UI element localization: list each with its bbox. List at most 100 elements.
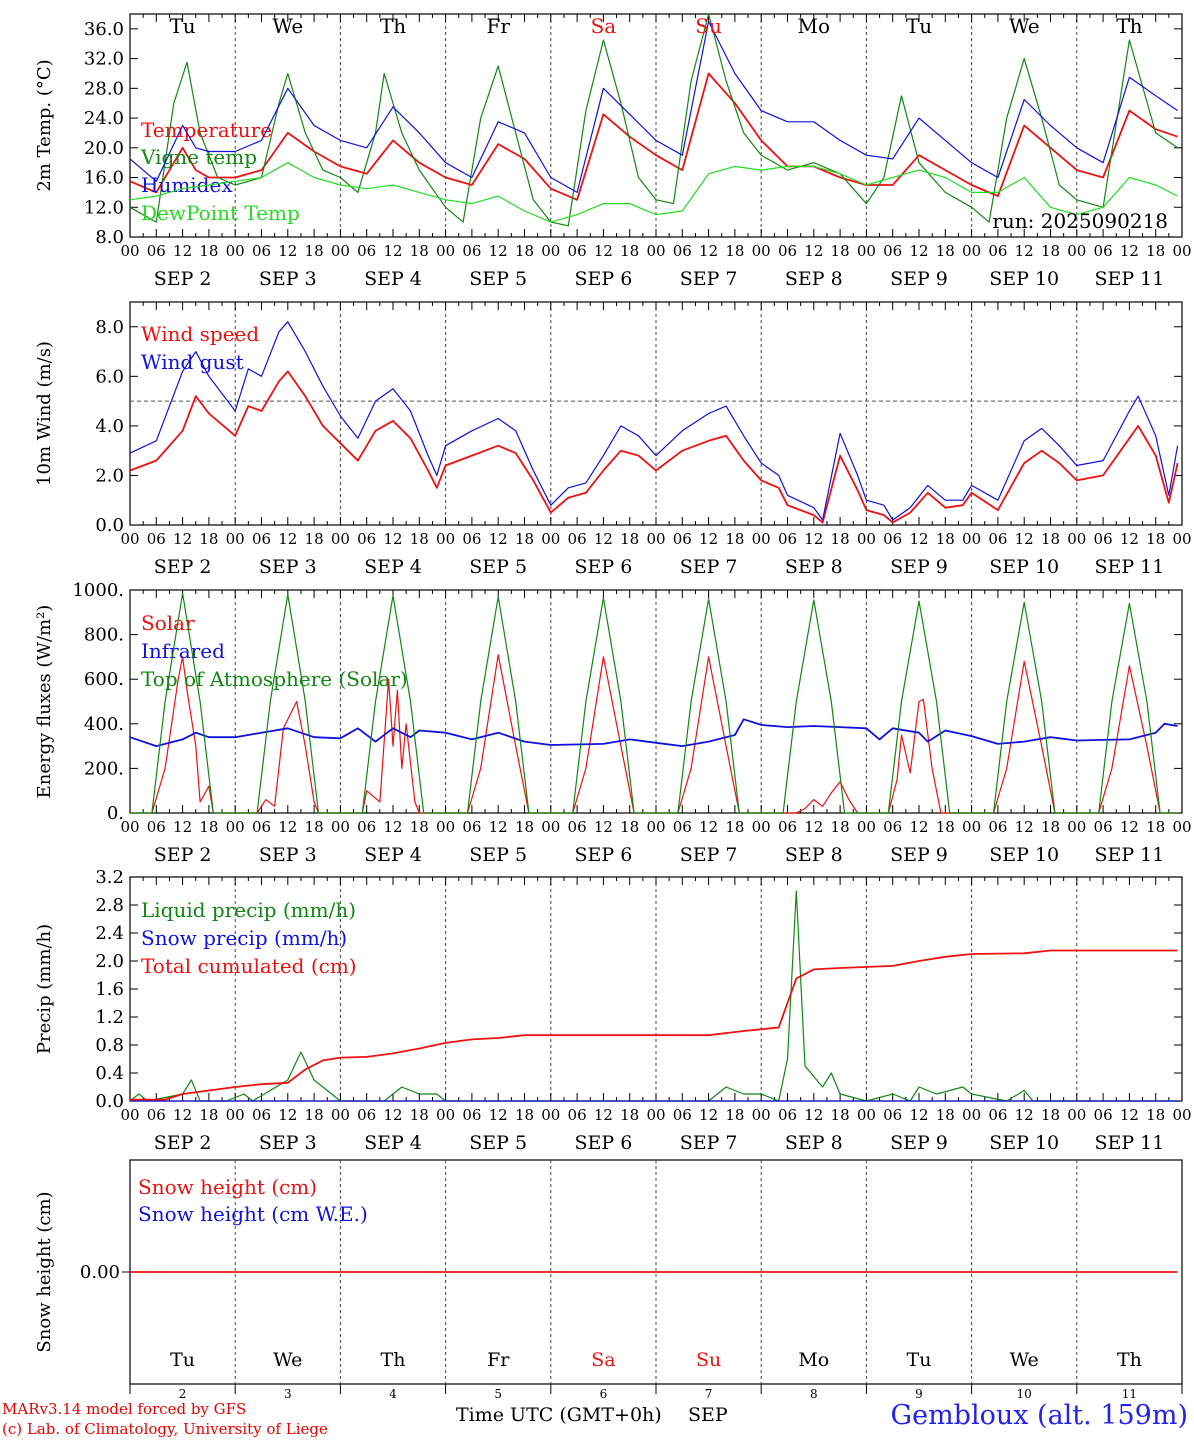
- hour-tick-label: 18: [1146, 1106, 1165, 1124]
- legend-entry: Temperature: [141, 118, 272, 142]
- date-label: SEP 5: [469, 268, 527, 290]
- y-tick-label: 24.0: [84, 108, 124, 129]
- day-label-top: Th: [380, 14, 406, 38]
- hour-tick-label: 18: [620, 242, 639, 260]
- hour-tick-label: 06: [147, 242, 166, 260]
- hour-tick-label: 18: [199, 530, 218, 548]
- hour-tick-label: 12: [489, 1106, 508, 1124]
- hour-tick-label: 18: [515, 818, 534, 836]
- y-tick-label: 1.6: [95, 979, 124, 1000]
- y-tick-label: 800.: [84, 625, 124, 646]
- hour-tick-label: 00: [1172, 530, 1191, 548]
- day-label-bottom: Mo: [798, 1349, 829, 1371]
- hour-tick-label: 18: [410, 242, 429, 260]
- date-label: SEP 2: [154, 1132, 212, 1154]
- hour-tick-label: 12: [909, 530, 928, 548]
- day-number-label: 11: [1122, 1387, 1137, 1401]
- day-label-top: We: [272, 14, 303, 38]
- hour-tick-label: 00: [120, 530, 139, 548]
- hour-tick-label: 00: [1067, 1106, 1086, 1124]
- hour-tick-label: 12: [804, 818, 823, 836]
- hour-tick-label: 12: [699, 818, 718, 836]
- hour-tick-label: 12: [489, 242, 508, 260]
- y-tick-label: 0.0: [95, 1091, 124, 1112]
- hour-tick-label: 12: [278, 818, 297, 836]
- date-label: SEP 7: [680, 268, 738, 290]
- date-label: SEP 10: [989, 844, 1059, 866]
- day-label-bottom: Fr: [487, 1349, 510, 1371]
- date-label: SEP 11: [1094, 268, 1164, 290]
- y-axis-label: 2m Temp. (°C): [34, 59, 55, 191]
- day-label-bottom: Su: [696, 1349, 721, 1371]
- hour-tick-label: 00: [962, 818, 981, 836]
- hour-tick-label: 06: [252, 1106, 271, 1124]
- hour-tick-label: 06: [778, 818, 797, 836]
- day-label-bottom: We: [273, 1349, 302, 1371]
- hour-tick-label: 18: [305, 530, 324, 548]
- date-label: SEP 6: [574, 268, 632, 290]
- date-label: SEP 8: [785, 268, 843, 290]
- date-label: SEP 8: [785, 556, 843, 578]
- hour-tick-label: 12: [383, 530, 402, 548]
- hour-tick-label: 12: [1120, 530, 1139, 548]
- date-label: SEP 11: [1094, 844, 1164, 866]
- hour-tick-label: 12: [1015, 530, 1034, 548]
- hour-tick-label: 12: [699, 530, 718, 548]
- y-tick-label: 1.2: [95, 1007, 124, 1028]
- hour-tick-label: 18: [831, 242, 850, 260]
- day-label-bottom: Sa: [591, 1349, 615, 1371]
- day-number-label: 4: [389, 1387, 397, 1401]
- series-line-solar: [130, 654, 1178, 814]
- hour-tick-label: 06: [673, 1106, 692, 1124]
- y-axis-label: 10m Wind (m/s): [34, 341, 55, 486]
- hour-tick-label: 12: [489, 530, 508, 548]
- hour-tick-label: 18: [936, 530, 955, 548]
- hour-tick-label: 00: [1172, 242, 1191, 260]
- legend-entry: Humidex: [141, 173, 233, 197]
- hour-tick-label: 00: [331, 818, 350, 836]
- hour-tick-label: 12: [594, 1106, 613, 1124]
- lab-credit: (c) Lab. of Climatology, University of L…: [2, 1420, 328, 1438]
- date-label: SEP 6: [574, 1132, 632, 1154]
- legend-entry: Wind gust: [141, 350, 244, 374]
- y-tick-label: 0.0: [95, 515, 124, 536]
- hour-tick-label: 18: [410, 1106, 429, 1124]
- hour-tick-label: 06: [252, 818, 271, 836]
- series-line-dewpoint-temp: [129, 162, 1178, 223]
- hour-tick-label: 18: [1041, 1106, 1060, 1124]
- date-label: SEP 6: [574, 844, 632, 866]
- hour-tick-label: 06: [988, 818, 1007, 836]
- hour-tick-label: 06: [568, 818, 587, 836]
- hour-tick-label: 18: [1041, 242, 1060, 260]
- day-number-label: 8: [810, 1387, 818, 1401]
- hour-tick-label: 00: [752, 530, 771, 548]
- day-number-label: 5: [494, 1387, 502, 1401]
- location-label: Gembloux (alt. 159m): [890, 1400, 1188, 1431]
- x-axis-month: SEP: [688, 1404, 728, 1426]
- hour-tick-label: 00: [752, 818, 771, 836]
- y-axis-label: Energy fluxes (W/m²): [34, 605, 55, 799]
- day-label-top: Th: [1116, 14, 1142, 38]
- hour-tick-label: 18: [725, 1106, 744, 1124]
- hour-tick-label: 18: [936, 818, 955, 836]
- date-label: SEP 8: [785, 1132, 843, 1154]
- y-tick-label: 28.0: [84, 78, 124, 99]
- x-axis-label: Time UTC (GMT+0h): [456, 1404, 662, 1426]
- hour-tick-label: 06: [1094, 818, 1113, 836]
- date-label: SEP 5: [469, 844, 527, 866]
- date-label: SEP 2: [154, 556, 212, 578]
- hour-tick-label: 00: [120, 242, 139, 260]
- hour-tick-label: 00: [120, 1106, 139, 1124]
- y-axis-label: Precip (mm/h): [34, 924, 55, 1054]
- panel-frame-2: [129, 589, 1183, 814]
- hour-tick-label: 18: [936, 242, 955, 260]
- hour-tick-label: 00: [752, 242, 771, 260]
- hour-tick-label: 12: [1120, 1106, 1139, 1124]
- model-credit: MARv3.14 model forced by GFS: [2, 1400, 247, 1418]
- y-tick-label: 3.2: [95, 867, 124, 888]
- hour-tick-label: 18: [305, 1106, 324, 1124]
- day-label-top: Mo: [798, 14, 831, 38]
- hour-tick-label: 00: [962, 1106, 981, 1124]
- hour-tick-label: 12: [173, 818, 192, 836]
- date-label: SEP 9: [890, 556, 948, 578]
